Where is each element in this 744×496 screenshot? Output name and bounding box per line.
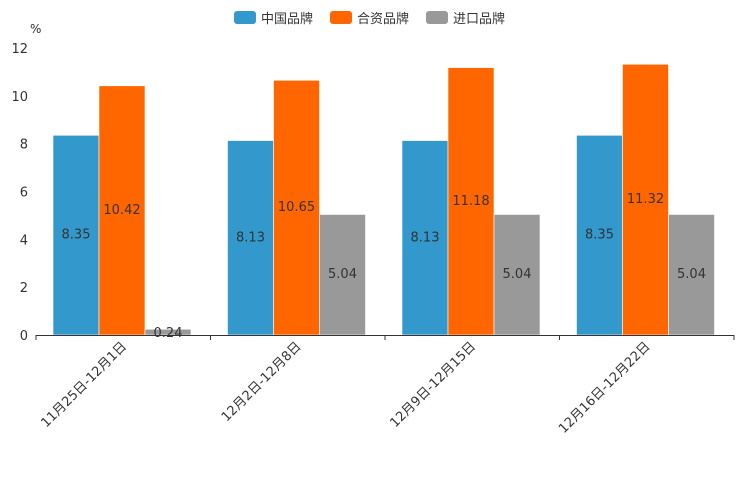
y-tick-label: 6 [20, 186, 28, 201]
data-label: 5.04 [503, 267, 532, 282]
data-label: 10.65 [278, 200, 315, 215]
bar [273, 79, 320, 336]
legend-item-joint-venture-brand[interactable]: 合资品牌 [330, 7, 409, 27]
data-label: 5.04 [328, 267, 357, 282]
legend-item-china-brand[interactable]: 中国品牌 [234, 7, 313, 27]
data-label: 8.13 [411, 230, 440, 245]
bar [668, 214, 715, 336]
data-label: 8.13 [236, 230, 265, 245]
x-tick-label: 12月2日-12月8日 [219, 339, 305, 425]
y-axis-unit-label: % [30, 22, 42, 36]
y-tick-label: 2 [20, 281, 28, 296]
legend-label-joint-venture-brand: 合资品牌 [357, 11, 410, 27]
bar [576, 134, 623, 336]
x-tick-label: 12月16日-12月22日 [556, 339, 653, 436]
y-tick-label: 4 [20, 233, 28, 248]
y-tick-label: 10 [11, 90, 28, 105]
bar [319, 214, 366, 336]
legend-item-import-brand[interactable]: 进口品牌 [426, 7, 505, 27]
bar [447, 67, 495, 336]
legend-swatch-joint-venture-brand [330, 10, 352, 24]
data-label: 10.42 [103, 203, 140, 218]
legend: 中国品牌 合资品牌 进口品牌 [0, 7, 744, 27]
x-tick-label: 12月9日-12月15日 [387, 339, 479, 431]
y-tick-label: 0 [20, 329, 28, 344]
y-tick-label: 8 [20, 138, 28, 153]
data-label: 11.32 [627, 192, 664, 207]
legend-swatch-import-brand [426, 10, 448, 24]
bar [227, 140, 274, 336]
data-label: 8.35 [585, 228, 614, 243]
data-label: 5.04 [677, 267, 706, 282]
legend-label-import-brand: 进口品牌 [453, 11, 506, 27]
bar [493, 214, 541, 336]
legend-swatch-china-brand [234, 10, 256, 24]
legend-label-china-brand: 中国品牌 [261, 11, 314, 27]
data-label: 0.24 [154, 326, 183, 341]
bar [401, 140, 449, 336]
data-label: 8.35 [62, 228, 91, 243]
x-tick-label: 11月25日-12月1日 [38, 339, 130, 431]
bar [98, 85, 146, 336]
y-tick-label: 12 [11, 42, 28, 57]
data-label: 11.18 [452, 194, 489, 209]
